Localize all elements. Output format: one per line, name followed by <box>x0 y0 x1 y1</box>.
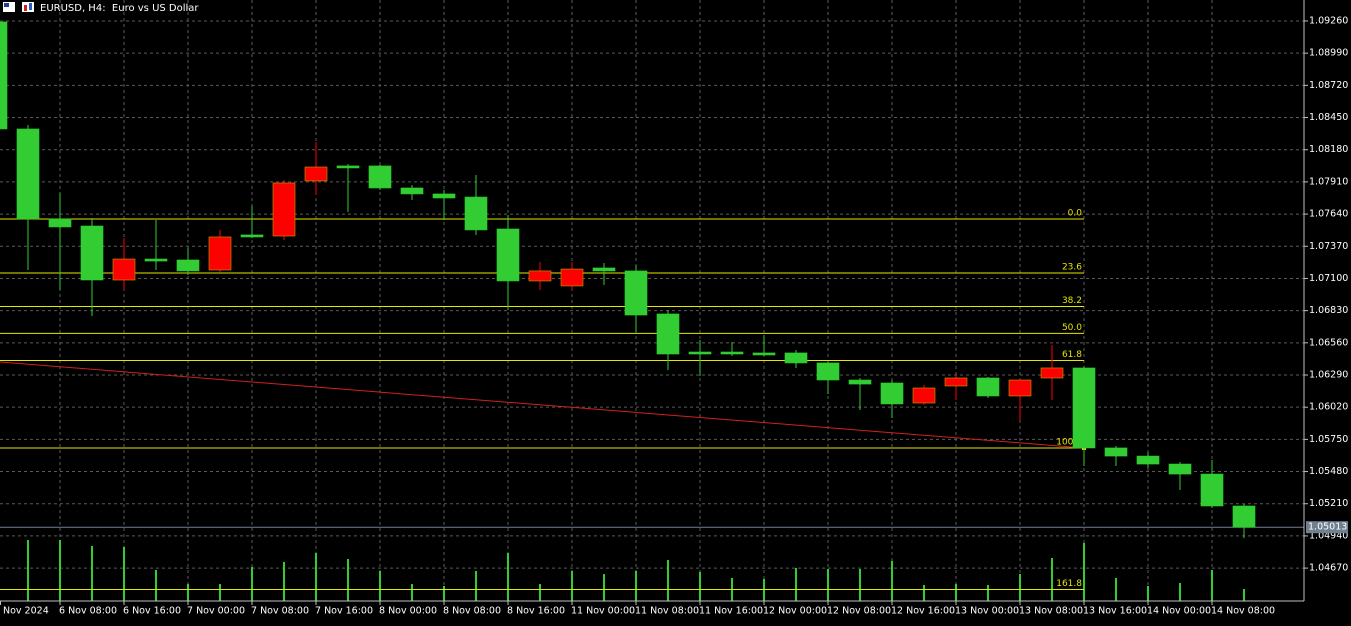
candle-body <box>656 313 680 355</box>
candle-body <box>1040 367 1064 379</box>
x-tick-label: 8 Nov 08:00 <box>443 606 501 617</box>
x-tick-label: 12 Nov 00:00 <box>763 606 827 617</box>
x-tick-label: 12 Nov 08:00 <box>827 606 891 617</box>
candle-body <box>208 236 232 271</box>
y-tick-label: 1.08720 <box>1309 80 1348 91</box>
chart-icon <box>29 3 32 10</box>
x-tick-label: 8 Nov 16:00 <box>507 606 565 617</box>
x-tick-label: 11 Nov 08:00 <box>635 606 699 617</box>
candle-body <box>112 258 136 281</box>
y-tick-label: 1.06830 <box>1309 305 1348 316</box>
candle-body <box>336 165 360 169</box>
y-tick-label: 1.08450 <box>1309 112 1348 123</box>
candle-body <box>816 362 840 381</box>
fib-label: 100.0 <box>1056 437 1082 447</box>
fib-label: 0.0 <box>1068 208 1083 218</box>
y-tick-label: 1.07370 <box>1309 241 1348 252</box>
candle-body <box>560 268 584 287</box>
candle-body <box>368 165 392 189</box>
x-tick-label: 14 Nov 08:00 <box>1211 606 1275 617</box>
candle-body <box>496 228 520 282</box>
candle-body <box>848 379 872 385</box>
y-tick-label: 1.09260 <box>1309 15 1348 26</box>
x-tick-label: 8 Nov 00:00 <box>379 606 437 617</box>
candle-body <box>1168 463 1192 475</box>
chart-title: EURUSD, H4: Euro vs US Dollar <box>40 3 199 14</box>
candle-body <box>592 267 616 272</box>
candle-body <box>752 352 776 356</box>
fib-label: 61.8 <box>1062 350 1082 360</box>
candle-body <box>80 225 104 281</box>
candle-body <box>304 166 328 182</box>
y-tick-label: 1.06020 <box>1309 402 1348 413</box>
candle-body <box>0 21 8 130</box>
x-tick-label: 11 Nov 16:00 <box>699 606 763 617</box>
x-tick-label: 7 Nov 00:00 <box>187 606 245 617</box>
y-tick-label: 1.07100 <box>1309 273 1348 284</box>
x-tick-label: 7 Nov 08:00 <box>251 606 309 617</box>
fib-label: 23.6 <box>1062 262 1082 272</box>
x-tick-label: 13 Nov 00:00 <box>955 606 1019 617</box>
candle-body <box>1072 367 1096 449</box>
y-tick-label: 1.06290 <box>1309 369 1348 380</box>
x-tick-label: Nov 2024 <box>3 606 49 617</box>
candle-body <box>1008 379 1032 397</box>
candle-body <box>1136 455 1160 465</box>
candle-body <box>432 193 456 199</box>
y-tick-label: 1.05210 <box>1309 498 1348 509</box>
candle-body <box>144 258 168 262</box>
flag-icon <box>4 3 9 7</box>
trendline <box>0 361 1085 449</box>
candle-body <box>48 218 72 228</box>
candle-body <box>1232 505 1256 528</box>
candle-body <box>624 270 648 316</box>
candle-body <box>240 234 264 238</box>
candle-body <box>176 259 200 272</box>
candle-body <box>720 351 744 355</box>
chart-icon <box>24 5 27 11</box>
x-tick-label: 11 Nov 00:00 <box>571 606 635 617</box>
candle-body <box>16 128 40 220</box>
candle-body <box>944 377 968 387</box>
candle-body <box>1200 473 1224 507</box>
candle-body <box>464 196 488 231</box>
fib-label: 38.2 <box>1062 296 1082 306</box>
chart-icon <box>22 2 34 12</box>
candle-body <box>784 352 808 364</box>
y-tick-label: 1.04670 <box>1309 563 1348 574</box>
x-tick-label: 6 Nov 16:00 <box>123 606 181 617</box>
candle-body <box>880 382 904 405</box>
y-tick-label: 1.07640 <box>1309 209 1348 220</box>
x-tick-label: 6 Nov 08:00 <box>59 606 117 617</box>
candle-body <box>912 387 936 404</box>
y-tick-label: 1.06560 <box>1309 337 1348 348</box>
candle-body <box>1104 447 1128 457</box>
x-tick-label: 13 Nov 08:00 <box>1019 606 1083 617</box>
y-tick-label: 1.08990 <box>1309 48 1348 59</box>
candle-body <box>528 270 552 282</box>
x-tick-label: 13 Nov 16:00 <box>1083 606 1147 617</box>
y-tick-label: 1.08180 <box>1309 144 1348 155</box>
y-tick-label: 1.04940 <box>1309 530 1348 541</box>
candle-body <box>976 377 1000 397</box>
x-tick-label: 7 Nov 16:00 <box>315 606 373 617</box>
header-icons <box>3 2 34 12</box>
y-tick-label: 1.05750 <box>1309 434 1348 445</box>
fib-label: 50.0 <box>1062 323 1082 333</box>
candle-body <box>272 182 296 237</box>
y-tick-label: 1.07910 <box>1309 176 1348 187</box>
candle-body <box>400 187 424 195</box>
candle-body <box>688 351 712 355</box>
last-price-label: 1.05013 <box>1308 522 1347 533</box>
last-price-box <box>1306 521 1348 534</box>
y-tick-label: 1.05480 <box>1309 466 1348 477</box>
x-tick-label: 14 Nov 00:00 <box>1147 606 1211 617</box>
x-tick-label: 12 Nov 16:00 <box>891 606 955 617</box>
fib-label: 161.8 <box>1056 579 1082 589</box>
